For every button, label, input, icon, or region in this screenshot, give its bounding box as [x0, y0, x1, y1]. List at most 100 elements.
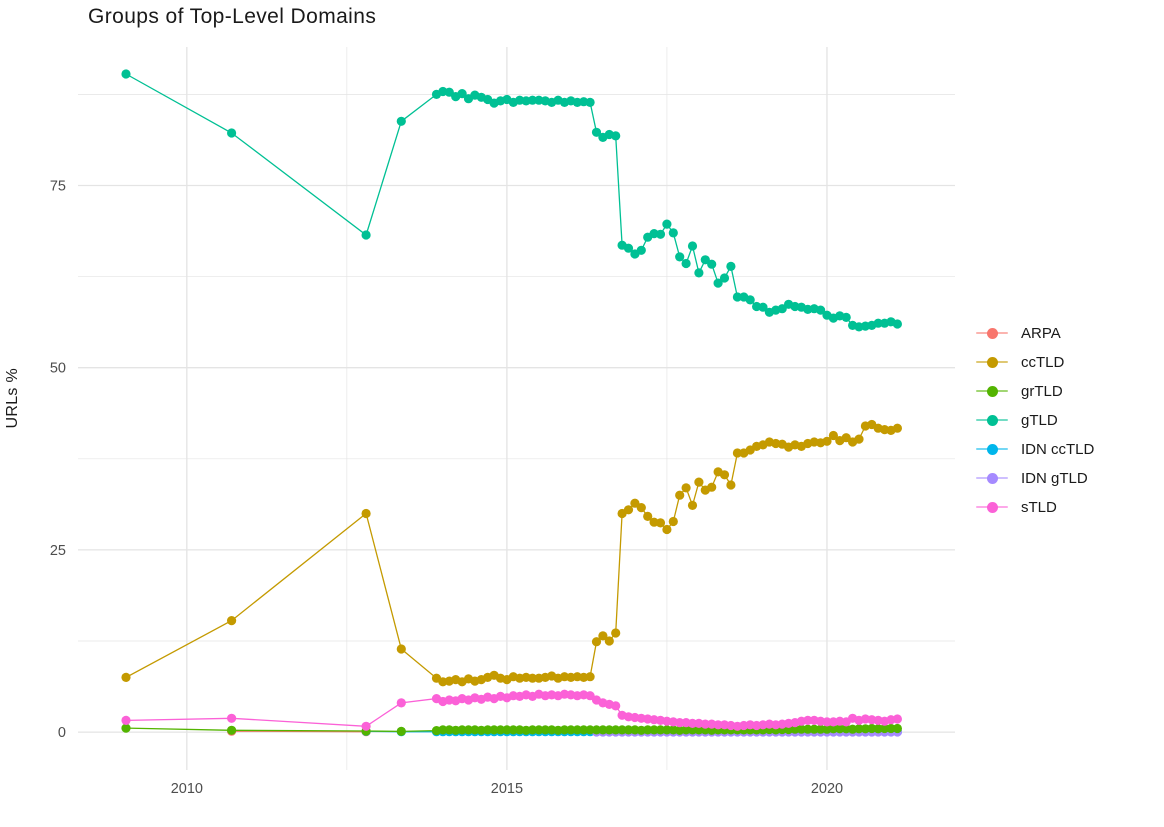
- data-point: [591, 637, 602, 647]
- series-line-gtld: [125, 73, 898, 328]
- legend-marker-idn-cctld-icon: [976, 442, 1008, 456]
- legend-label-stld: sTLD: [1021, 498, 1057, 516]
- legend-item-stld: sTLD: [976, 497, 1094, 517]
- data-point: [892, 423, 903, 433]
- data-point: [227, 725, 237, 735]
- data-point: [828, 724, 839, 734]
- legend-item-grtld: grTLD: [976, 381, 1094, 401]
- legend-marker-cctld-icon: [976, 355, 1008, 369]
- data-point: [726, 261, 736, 271]
- data-point: [828, 430, 839, 441]
- data-point: [623, 725, 634, 735]
- data-point: [649, 725, 659, 735]
- data-point: [790, 724, 800, 734]
- legend-marker-stld-icon: [976, 500, 1008, 514]
- data-point: [675, 252, 685, 262]
- data-point: [681, 725, 691, 735]
- data-point: [623, 505, 634, 515]
- data-point: [630, 498, 640, 508]
- data-point: [707, 482, 717, 492]
- data-point: [892, 723, 903, 734]
- data-point: [892, 319, 903, 329]
- y-tick-label: 0: [58, 725, 66, 741]
- data-point: [822, 436, 832, 446]
- legend-marker-grtld-icon: [976, 384, 1008, 398]
- data-point: [675, 490, 685, 500]
- data-point: [527, 95, 538, 105]
- data-point: [700, 255, 710, 265]
- data-point: [611, 131, 621, 141]
- data-point: [457, 89, 467, 99]
- data-point: [604, 725, 614, 735]
- data-point: [579, 725, 589, 735]
- legend-label-arpa: ARPA: [1021, 324, 1061, 342]
- data-point: [655, 725, 666, 735]
- y-tick-label: 25: [50, 543, 66, 559]
- series-gtld: [121, 69, 903, 332]
- data-point: [854, 434, 864, 444]
- data-point: [508, 725, 518, 735]
- series-cctld: [121, 419, 903, 687]
- data-point: [707, 259, 717, 269]
- data-point: [662, 725, 672, 735]
- data-point: [675, 718, 685, 728]
- legend-label-gtld: gTLD: [1021, 411, 1058, 429]
- data-point: [227, 128, 237, 138]
- data-point: [585, 725, 595, 735]
- data-point: [700, 719, 710, 729]
- data-point: [591, 127, 602, 137]
- data-point: [463, 725, 474, 735]
- data-point: [873, 318, 883, 328]
- data-point: [438, 725, 448, 735]
- data-point: [719, 470, 730, 480]
- legend-item-idn-cctld: IDN ccTLD: [976, 439, 1094, 459]
- data-point: [687, 718, 698, 729]
- data-point: [534, 725, 544, 735]
- data-point: [803, 715, 813, 726]
- data-point: [611, 701, 621, 711]
- x-tick-label: 2020: [811, 781, 843, 797]
- data-point: [681, 483, 691, 493]
- data-point: [121, 672, 131, 683]
- legend-marker-gtld-icon: [976, 413, 1008, 427]
- data-point: [396, 698, 406, 708]
- data-point: [444, 87, 454, 97]
- data-point: [816, 305, 826, 315]
- data-point: [611, 628, 621, 638]
- data-point: [559, 725, 570, 735]
- data-point: [527, 725, 538, 735]
- gridlines: [78, 47, 955, 770]
- legend: ARPA ccTLD grTLD gTLD IDN ccTLD IDN gTLD…: [976, 323, 1094, 517]
- data-point: [396, 644, 406, 654]
- data-point: [598, 725, 608, 735]
- data-point: [361, 721, 371, 731]
- x-tick-label: 2010: [171, 781, 203, 797]
- data-point: [694, 477, 704, 487]
- data-point: [668, 516, 678, 527]
- data-point: [572, 725, 582, 735]
- data-point: [643, 511, 653, 521]
- data-point: [777, 304, 787, 314]
- data-point: [636, 503, 646, 513]
- data-point: [227, 616, 237, 626]
- data-point: [121, 723, 131, 733]
- data-point: [687, 725, 698, 735]
- legend-label-idn-gtld: IDN gTLD: [1021, 469, 1088, 487]
- data-point: [687, 241, 698, 251]
- data-point: [886, 723, 896, 734]
- data-point: [566, 725, 576, 735]
- data-point: [662, 524, 672, 535]
- data-point: [822, 717, 832, 727]
- legend-item-gtld: gTLD: [976, 410, 1094, 430]
- data-point: [726, 480, 736, 490]
- legend-marker-idn-gtld-icon: [976, 471, 1008, 485]
- series-grtld: [121, 723, 903, 737]
- legend-label-idn-cctld: IDN ccTLD: [1021, 440, 1095, 458]
- data-point: [604, 636, 614, 646]
- data-point: [713, 278, 723, 288]
- data-point: [662, 219, 672, 229]
- data-point: [732, 448, 743, 458]
- data-point: [892, 714, 903, 724]
